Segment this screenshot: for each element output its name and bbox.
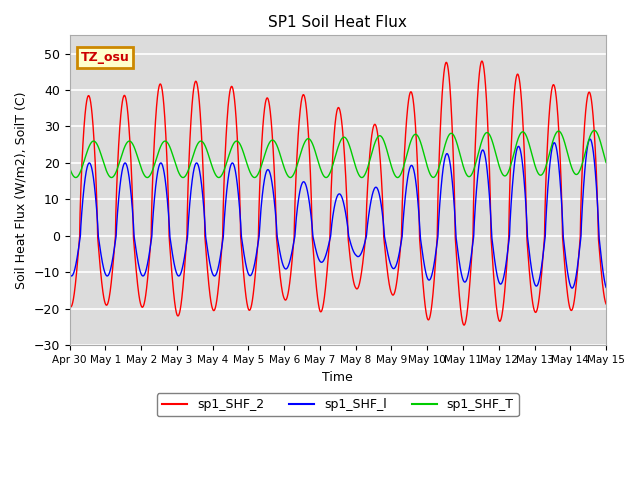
sp1_SHF_T bbox=[602, 160, 610, 166]
sp1_SHF_2 bbox=[478, 58, 486, 64]
sp1_SHF_l bbox=[399, 215, 407, 221]
sp1_SHF_2 bbox=[180, 265, 188, 271]
sp1_SHF_l bbox=[602, 284, 610, 290]
sp1_SHF_T bbox=[180, 174, 188, 180]
Line: sp1_SHF_l: sp1_SHF_l bbox=[70, 139, 606, 288]
Line: sp1_SHF_T: sp1_SHF_T bbox=[70, 131, 606, 178]
sp1_SHF_2 bbox=[66, 303, 74, 309]
Title: SP1 Soil Heat Flux: SP1 Soil Heat Flux bbox=[268, 15, 407, 30]
sp1_SHF_l bbox=[390, 265, 398, 271]
sp1_SHF_2 bbox=[399, 173, 407, 179]
sp1_SHF_T bbox=[552, 132, 559, 138]
sp1_SHF_l bbox=[66, 271, 74, 277]
sp1_SHF_T bbox=[399, 164, 407, 170]
sp1_SHF_T bbox=[66, 165, 74, 171]
sp1_SHF_T bbox=[602, 159, 610, 165]
sp1_SHF_l bbox=[602, 285, 610, 290]
sp1_SHF_l bbox=[180, 254, 188, 260]
sp1_SHF_T bbox=[216, 175, 223, 180]
sp1_SHF_l bbox=[568, 285, 576, 291]
sp1_SHF_2 bbox=[602, 300, 610, 306]
Legend: sp1_SHF_2, sp1_SHF_l, sp1_SHF_T: sp1_SHF_2, sp1_SHF_l, sp1_SHF_T bbox=[157, 394, 519, 417]
sp1_SHF_2 bbox=[216, 274, 223, 279]
sp1_SHF_l bbox=[216, 259, 223, 264]
sp1_SHF_T bbox=[591, 128, 598, 133]
sp1_SHF_l bbox=[586, 136, 594, 142]
sp1_SHF_T bbox=[390, 170, 398, 176]
sp1_SHF_2 bbox=[552, 88, 559, 94]
sp1_SHF_2 bbox=[602, 301, 610, 307]
sp1_SHF_2 bbox=[390, 291, 398, 297]
sp1_SHF_T bbox=[394, 175, 401, 180]
Y-axis label: Soil Heat Flux (W/m2), SoilT (C): Soil Heat Flux (W/m2), SoilT (C) bbox=[15, 92, 28, 289]
sp1_SHF_2 bbox=[460, 322, 468, 328]
Text: TZ_osu: TZ_osu bbox=[81, 51, 129, 64]
sp1_SHF_l bbox=[551, 141, 559, 146]
X-axis label: Time: Time bbox=[323, 371, 353, 384]
Line: sp1_SHF_2: sp1_SHF_2 bbox=[70, 61, 606, 325]
